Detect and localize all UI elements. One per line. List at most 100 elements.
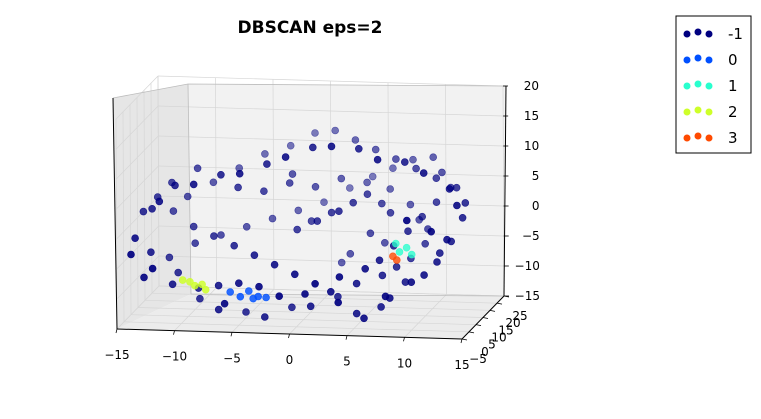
scatter-point (285, 179, 294, 187)
x-tick-mark (230, 332, 233, 337)
scatter-point (165, 253, 174, 262)
scatter-point (262, 293, 270, 302)
grid-line (130, 314, 477, 326)
scatter-point (360, 314, 368, 323)
scatter-point (320, 198, 328, 206)
scatter-point (301, 290, 309, 298)
z-tick-label: 20 (524, 79, 539, 93)
scatter-point (148, 264, 157, 273)
scatter-point (381, 292, 390, 301)
scatter-point (288, 170, 297, 178)
axes-3d (112, 75, 507, 340)
scatter-point (235, 279, 243, 288)
scatter-point (366, 229, 375, 238)
legend-marker (694, 54, 702, 62)
grid-line (158, 165, 504, 177)
scatter-point (186, 277, 194, 286)
x-tick-mark (345, 335, 348, 340)
y-tick-mark (496, 302, 503, 305)
scatter-point (334, 298, 343, 307)
grid-line (158, 135, 504, 147)
scatter-point (377, 199, 386, 208)
y-tick-mark (468, 331, 475, 334)
scatter-point (260, 313, 269, 321)
grid-line (122, 111, 125, 322)
scatter-point (453, 201, 461, 210)
grid-line (272, 79, 275, 290)
grid-line (158, 105, 504, 117)
scatter-point (363, 178, 371, 187)
box-edge (187, 83, 192, 295)
scatter-point (391, 239, 400, 248)
grid (115, 75, 505, 340)
scatter-point (380, 239, 389, 247)
scatter-point (375, 256, 384, 265)
grid-line (330, 80, 332, 292)
scatter-point (131, 234, 139, 242)
legend-marker (683, 134, 691, 142)
legend-entry: 3 (683, 129, 738, 147)
scatter-point (209, 178, 218, 187)
scatter-point (346, 250, 355, 258)
grid-line (123, 321, 470, 333)
series-3 (178, 276, 210, 294)
scatter-point (174, 268, 182, 277)
grid-line (136, 97, 139, 308)
legend: -1 0 1 2 3 (675, 15, 752, 154)
scatter-point (407, 278, 416, 287)
scatter-point (270, 260, 279, 269)
scatter-point (153, 193, 162, 201)
scatter-point (427, 227, 436, 236)
scatter-point (351, 136, 360, 144)
scatter-point (236, 292, 245, 301)
scatter-point (420, 271, 428, 279)
scatter-point (281, 153, 290, 161)
scatter-point (407, 250, 416, 259)
scatter-point (327, 142, 336, 151)
scatter-point (196, 294, 204, 303)
x-tick-label: 15 (454, 358, 469, 372)
scatter-point (168, 280, 177, 289)
scatter-points (127, 126, 470, 323)
x-tick-mark (288, 333, 290, 339)
scatter-point (345, 184, 354, 192)
scatter-point (189, 222, 198, 231)
grid-line (151, 292, 498, 304)
grid-line (144, 299, 491, 311)
scatter-point (245, 287, 253, 295)
y-tick-label: 20 (505, 316, 520, 330)
scatter-point (311, 279, 319, 288)
scatter-point (261, 150, 269, 158)
scatter-point (337, 258, 346, 267)
scatter-point (368, 172, 377, 181)
scatter-point (354, 145, 363, 153)
z-tick-label: −5 (522, 229, 540, 243)
z-tick-label: −10 (515, 259, 540, 273)
scatter-point (311, 183, 320, 191)
x-tick-label: 10 (397, 356, 412, 370)
scatter-point (402, 216, 411, 225)
scatter-point (418, 212, 427, 221)
legend-entry: 2 (683, 103, 738, 121)
scatter-point (373, 155, 382, 164)
y-tick-label: 0 (481, 345, 489, 359)
scatter-point (235, 164, 243, 172)
z-tick-label: 10 (524, 139, 539, 153)
z-tick-labels: −15 −10 −5 0 5 10 15 20 (503, 79, 540, 303)
scatter-point (242, 308, 250, 316)
legend-marker (705, 30, 713, 38)
scatter-point (230, 241, 238, 250)
z-tick-label: 0 (532, 199, 540, 213)
scatter-point (201, 285, 210, 294)
y-tick-mark (461, 338, 468, 341)
legend-label: 2 (728, 103, 738, 121)
scatter-point (327, 208, 336, 217)
scatter-point (335, 273, 344, 281)
scatter-point (452, 183, 461, 192)
scatter-point (361, 264, 370, 273)
scatter-point (147, 248, 155, 256)
scatter-point (255, 282, 263, 291)
scatter-point (392, 155, 400, 163)
scatter-point (127, 250, 135, 259)
